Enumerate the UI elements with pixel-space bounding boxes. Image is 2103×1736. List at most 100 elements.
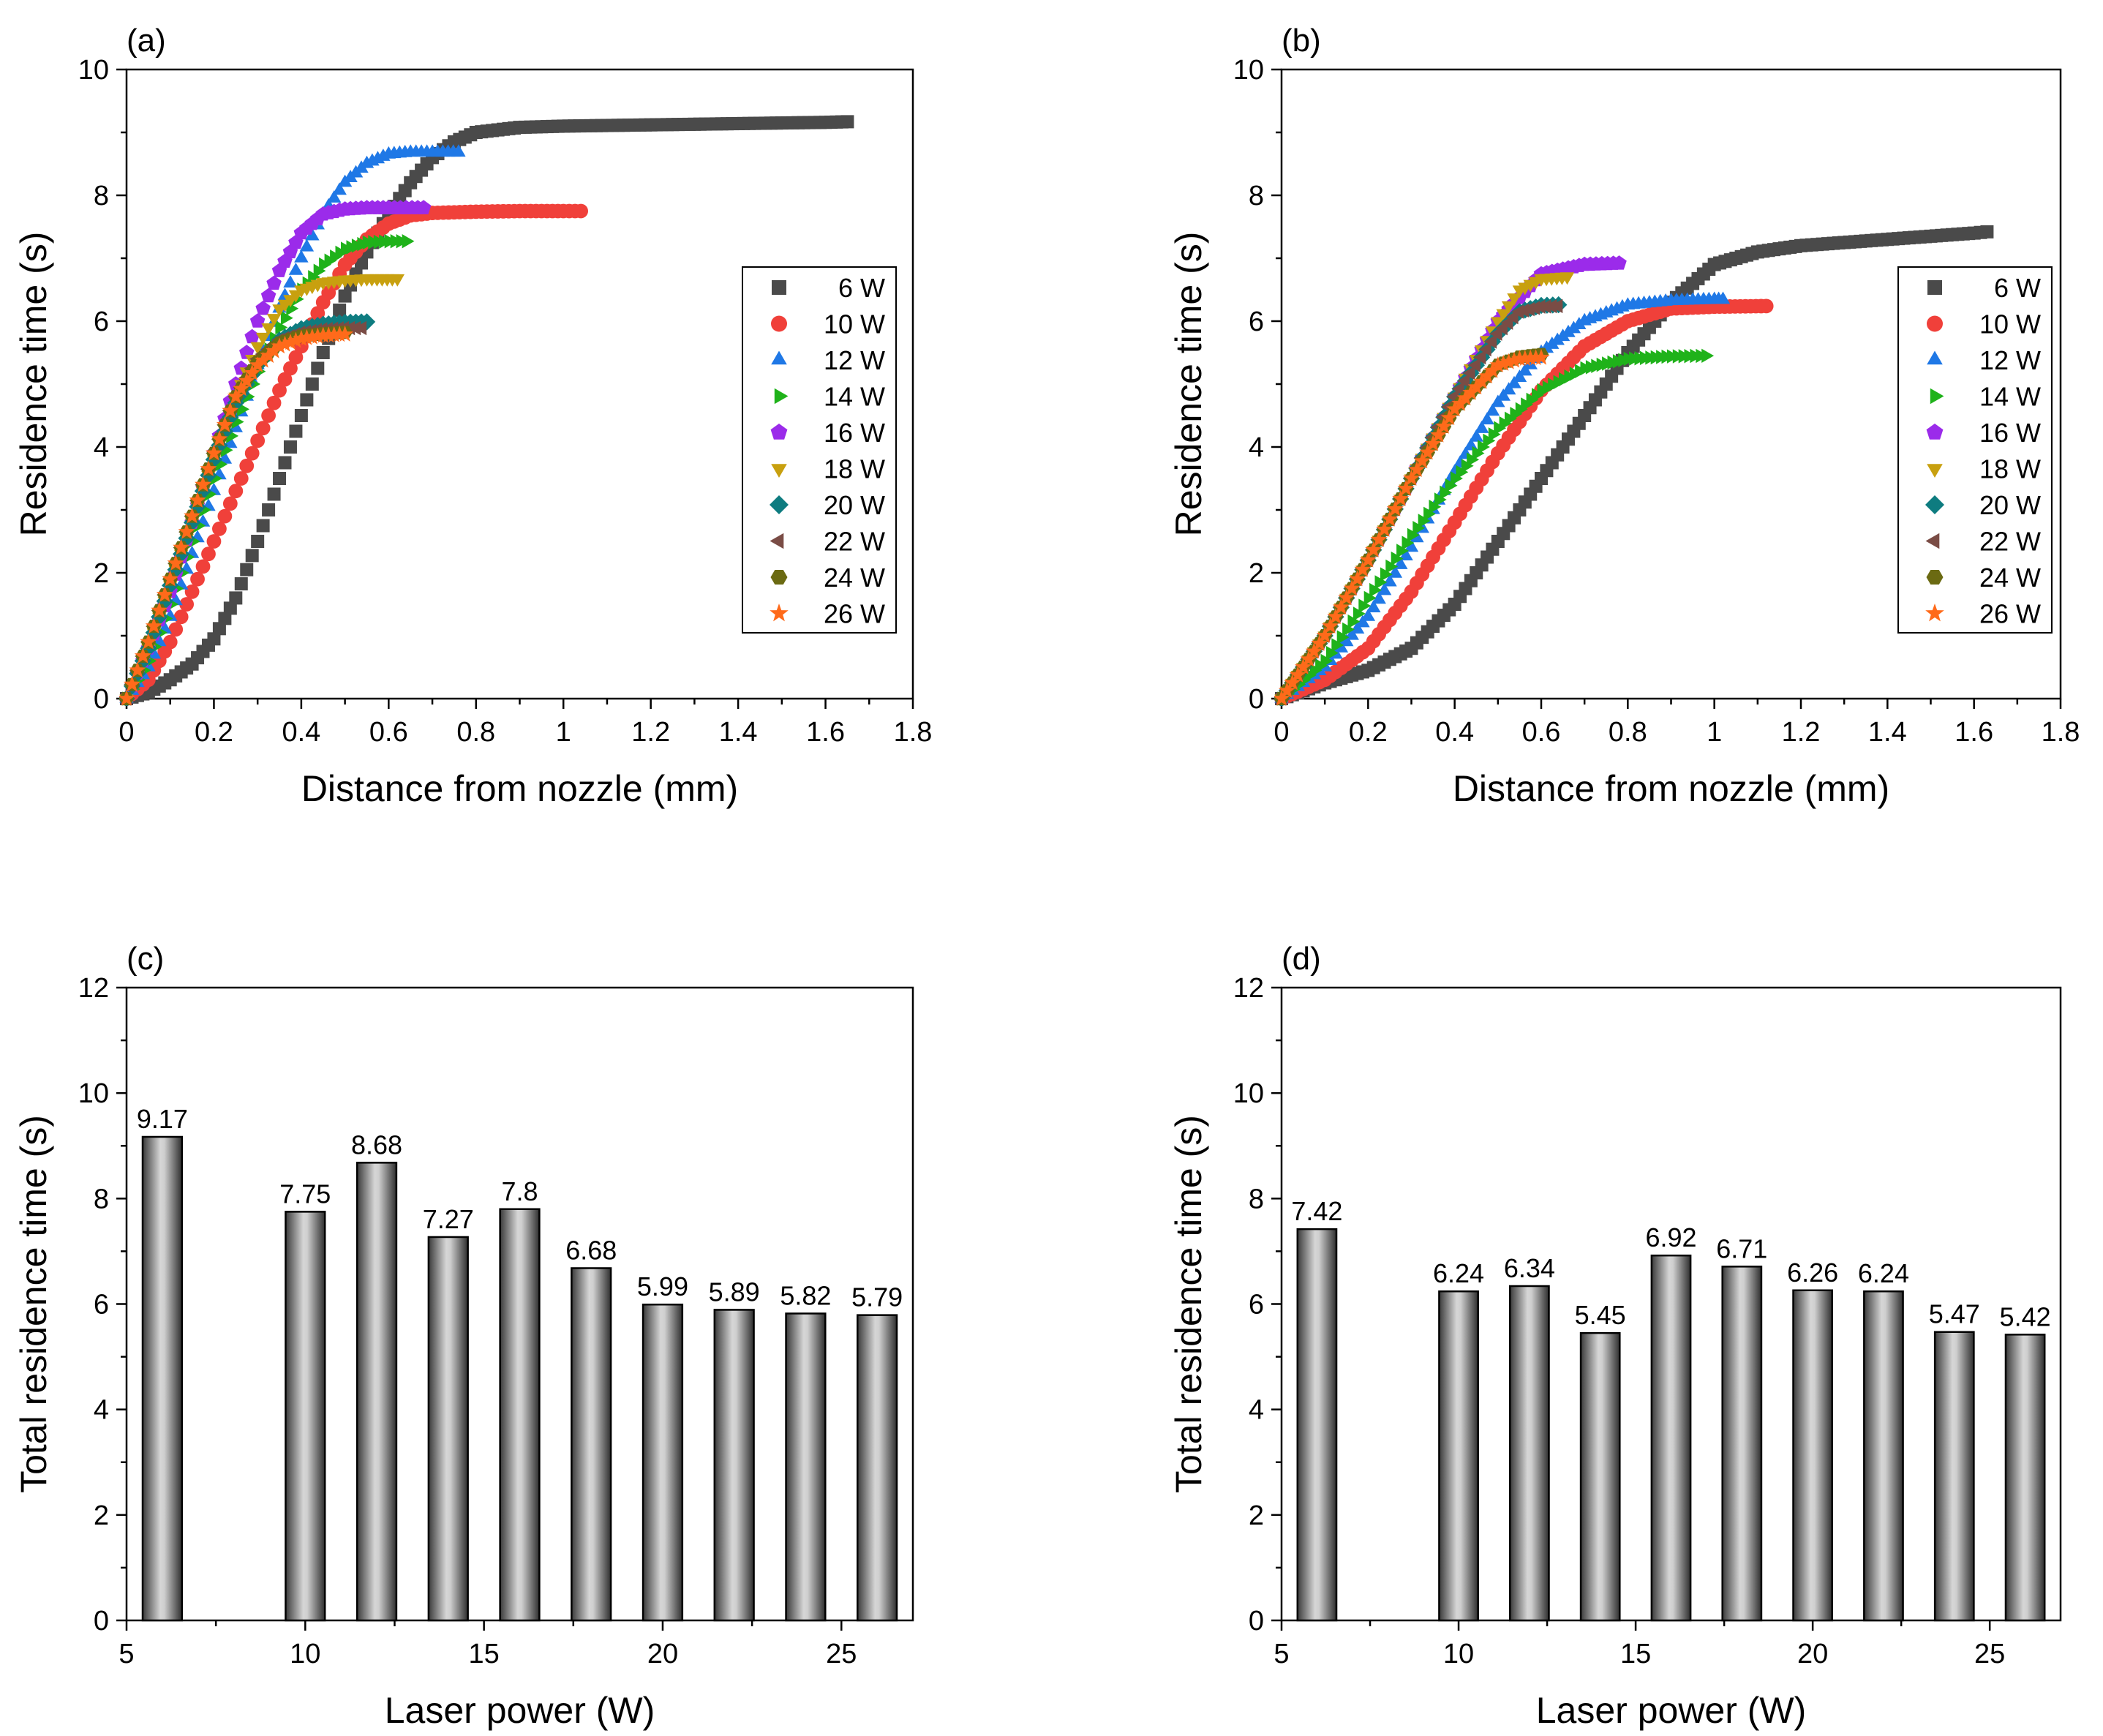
data-point: [1278, 682, 1295, 699]
data-point: [261, 408, 276, 423]
data-point: [1366, 600, 1381, 612]
data-point: [1522, 301, 1535, 317]
legend-item: 14 W: [1930, 382, 2041, 412]
data-point: [151, 601, 168, 618]
legend-marker: [1927, 464, 1943, 478]
data-point: [1512, 369, 1527, 382]
data-point: [179, 597, 195, 612]
data-point: [402, 234, 415, 249]
bar: [1933, 1331, 1975, 1622]
x-tick-label: 20: [647, 1639, 678, 1669]
x-tick-label: 0.2: [195, 717, 233, 748]
data-point: [250, 342, 265, 355]
data-point: [1501, 301, 1516, 314]
data-point: [1320, 653, 1333, 669]
legend-marker: [772, 280, 786, 295]
legend-marker: [1925, 533, 1940, 549]
y-tick-label: 6: [1249, 307, 1264, 337]
bar-value-label: 9.17: [137, 1104, 188, 1134]
data-point: [1419, 443, 1437, 460]
bar: [857, 1314, 898, 1622]
panel-d: 5 10 15 20 25 0 2 4 6 8 10 12 Laser power (W) Total r…: [1168, 941, 2062, 1731]
data-point: [1381, 510, 1399, 527]
data-point: [1507, 293, 1521, 306]
data-point: [1412, 521, 1426, 536]
data-point: [1342, 622, 1355, 637]
y-tick-label: 8: [1249, 181, 1264, 211]
bar-value-label: 7.27: [423, 1204, 474, 1234]
data-point: [1523, 356, 1538, 369]
data-point: [1407, 527, 1420, 543]
data-point: [1402, 536, 1415, 550]
bar-value-label: 6.24: [1433, 1258, 1484, 1288]
data-point: [266, 275, 282, 290]
x-axis-title: Distance from nozzle (mm): [301, 768, 738, 809]
data-point: [255, 301, 271, 315]
data-point: [1423, 506, 1436, 522]
y-tick-label: 4: [1249, 1395, 1264, 1426]
x-tick-label: 0.4: [1435, 717, 1474, 748]
bar-value-label: 6.71: [1716, 1233, 1767, 1263]
x-tick-label: 20: [1797, 1639, 1828, 1669]
data-point: [276, 335, 293, 352]
bar: [1579, 1331, 1621, 1622]
data-point: [200, 460, 217, 476]
data-point: [451, 144, 466, 157]
panel-a: 0 0.2 0.4 0.6 0.8 1 1.2 1.4 1.6 1.8 0 2 4 6 8 10 Distanc…: [13, 23, 932, 809]
data-point: [299, 238, 315, 252]
data-point: [332, 182, 347, 195]
data-point: [1339, 634, 1354, 647]
legend-label: 26 W: [1979, 599, 2041, 629]
data-point: [1369, 582, 1382, 598]
data-point: [283, 361, 298, 376]
data-point: [1483, 361, 1501, 378]
data-point: [266, 314, 282, 326]
data-point: [250, 433, 266, 448]
data-point: [1440, 409, 1458, 426]
legend-marker: [1927, 350, 1943, 365]
data-point: [1550, 298, 1563, 314]
legend-label: 18 W: [1979, 454, 2041, 484]
panel-label: (d): [1282, 941, 1321, 977]
legend-item: 10 W: [771, 309, 885, 339]
data-point: [1311, 634, 1328, 651]
bar: [1296, 1228, 1338, 1622]
data-point: [223, 601, 237, 615]
legend-item: 18 W: [1927, 454, 2041, 484]
y-axis-title: Total residence time (s): [1168, 1115, 1209, 1493]
legend-item: 12 W: [771, 345, 885, 375]
data-point: [1440, 485, 1453, 500]
legend-marker: [1927, 315, 1943, 332]
data-point: [1511, 304, 1524, 319]
bars: 7.42 6.24 6.34 5.45 6.92 6.71 6.26 6.24 5.47 5.42: [1291, 1196, 2051, 1622]
x-tick-label: 1.6: [806, 717, 845, 748]
data-point: [282, 334, 299, 350]
data-point: [1354, 560, 1372, 577]
data-point: [1445, 478, 1458, 493]
data-point: [1408, 461, 1426, 477]
y-tick-label: 0: [1249, 1606, 1264, 1637]
y-tick-label: 12: [1233, 973, 1264, 1004]
data-point: [1331, 638, 1344, 653]
bar: [355, 1162, 398, 1622]
legend-item: 26 W: [770, 599, 885, 629]
bar-value-label: 5.42: [2000, 1301, 2051, 1331]
legend-item: 22 W: [770, 527, 885, 557]
data-point: [222, 496, 238, 511]
data-point: [178, 523, 195, 539]
data-point: [1327, 608, 1344, 624]
data-point: [216, 416, 233, 432]
data-point: [1374, 575, 1388, 590]
data-point: [1402, 469, 1421, 486]
data-point: [415, 200, 432, 214]
data-point: [1480, 412, 1494, 425]
data-point: [1507, 375, 1521, 388]
data-point: [1527, 301, 1540, 315]
data-point: [256, 519, 270, 533]
y-axis-title: Total residence time (s): [13, 1115, 54, 1493]
data-point: [1343, 579, 1361, 596]
data-point: [305, 377, 319, 391]
data-point: [288, 350, 304, 365]
data-point: [1399, 548, 1413, 560]
data-point: [283, 275, 298, 288]
